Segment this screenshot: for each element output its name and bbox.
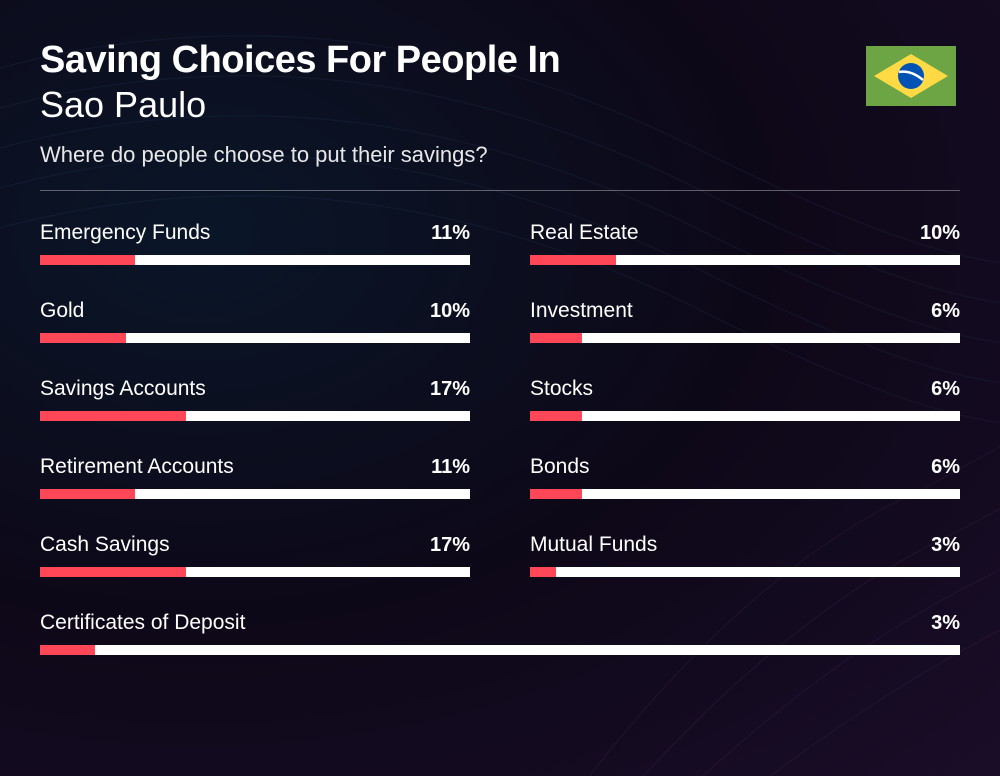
bar-item: Stocks 6% xyxy=(530,377,960,421)
bar-fill xyxy=(530,333,582,343)
bar-item-label: Bonds xyxy=(530,455,590,479)
bar-fill xyxy=(40,333,126,343)
infographic-content: Saving Choices For People In Sao Paulo W… xyxy=(0,0,1000,685)
bar-item: Retirement Accounts 11% xyxy=(40,455,470,499)
bar-item: Real Estate 10% xyxy=(530,221,960,265)
bar-track xyxy=(40,645,960,655)
bar-item: Mutual Funds 3% xyxy=(530,533,960,577)
bar-item-value: 6% xyxy=(931,456,960,479)
bar-track xyxy=(40,411,470,421)
bar-track xyxy=(530,489,960,499)
bar-item-head: Real Estate 10% xyxy=(530,221,960,245)
bar-track xyxy=(40,255,470,265)
bar-fill xyxy=(40,567,186,577)
bar-item-value: 11% xyxy=(431,456,470,479)
bar-track xyxy=(530,255,960,265)
bar-track xyxy=(530,567,960,577)
bar-item-head: Mutual Funds 3% xyxy=(530,533,960,557)
bar-fill xyxy=(530,411,582,421)
bar-item: Savings Accounts 17% xyxy=(40,377,470,421)
bar-item-head: Emergency Funds 11% xyxy=(40,221,470,245)
bar-item-value: 17% xyxy=(430,534,470,557)
bar-item-value: 6% xyxy=(931,378,960,401)
bar-item-head: Bonds 6% xyxy=(530,455,960,479)
bar-track xyxy=(40,333,470,343)
bar-item: Cash Savings 17% xyxy=(40,533,470,577)
bar-item-head: Investment 6% xyxy=(530,299,960,323)
bar-item-head: Savings Accounts 17% xyxy=(40,377,470,401)
bar-item-value: 11% xyxy=(431,222,470,245)
bars-grid: Emergency Funds 11% Real Estate 10% Gold 10% I… xyxy=(40,221,960,655)
bar-item-value: 3% xyxy=(931,612,960,635)
bar-track xyxy=(40,567,470,577)
bar-item-label: Investment xyxy=(530,299,633,323)
bar-fill xyxy=(530,255,616,265)
bar-track xyxy=(530,411,960,421)
bar-fill xyxy=(40,489,135,499)
bar-item-label: Emergency Funds xyxy=(40,221,210,245)
bar-track xyxy=(40,489,470,499)
bar-item-head: Certificates of Deposit 3% xyxy=(40,611,960,635)
bar-fill xyxy=(40,255,135,265)
bar-item-value: 3% xyxy=(931,534,960,557)
bar-item-head: Retirement Accounts 11% xyxy=(40,455,470,479)
subtitle: Where do people choose to put their savi… xyxy=(40,142,866,168)
brazil-flag-icon xyxy=(866,46,956,106)
bar-item-value: 10% xyxy=(920,222,960,245)
bar-item-value: 10% xyxy=(430,300,470,323)
header-row: Saving Choices For People In Sao Paulo W… xyxy=(40,40,960,168)
title-block: Saving Choices For People In Sao Paulo W… xyxy=(40,40,866,168)
bar-item-head: Cash Savings 17% xyxy=(40,533,470,557)
bar-item-label: Mutual Funds xyxy=(530,533,657,557)
bar-fill xyxy=(40,411,186,421)
bar-track xyxy=(530,333,960,343)
bar-item-label: Gold xyxy=(40,299,84,323)
bar-item-label: Cash Savings xyxy=(40,533,170,557)
title-main: Saving Choices For People In xyxy=(40,40,866,82)
bar-item: Gold 10% xyxy=(40,299,470,343)
bar-item-label: Savings Accounts xyxy=(40,377,206,401)
bar-fill xyxy=(530,489,582,499)
bar-item: Bonds 6% xyxy=(530,455,960,499)
bar-item-label: Retirement Accounts xyxy=(40,455,234,479)
header-divider xyxy=(40,190,960,191)
title-sub: Sao Paulo xyxy=(40,84,866,126)
bar-item-label: Certificates of Deposit xyxy=(40,611,245,635)
bar-item-value: 6% xyxy=(931,300,960,323)
bar-item: Emergency Funds 11% xyxy=(40,221,470,265)
bar-fill xyxy=(40,645,95,655)
bar-fill xyxy=(530,567,556,577)
bar-item-label: Stocks xyxy=(530,377,593,401)
bar-item-label: Real Estate xyxy=(530,221,639,245)
bar-item: Certificates of Deposit 3% xyxy=(40,611,960,655)
bar-item-head: Gold 10% xyxy=(40,299,470,323)
bar-item-value: 17% xyxy=(430,378,470,401)
bar-item: Investment 6% xyxy=(530,299,960,343)
bar-item-head: Stocks 6% xyxy=(530,377,960,401)
